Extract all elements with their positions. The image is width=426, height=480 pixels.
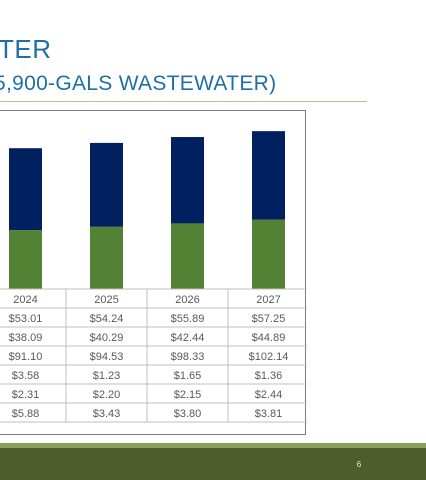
slide-subtitle: 5,900-GALS WASTEWATER) — [0, 72, 277, 95]
table-cell: $3.80 — [174, 408, 202, 420]
table-cell: $102.14 — [249, 351, 289, 363]
table-cell: $1.65 — [174, 370, 202, 382]
table-cell: $53.01 — [9, 313, 43, 325]
table-cell: $5.88 — [12, 408, 40, 420]
page-number: 6 — [356, 460, 362, 469]
bar-segment-2026-top — [171, 137, 204, 224]
table-cell: $2.15 — [174, 389, 202, 401]
table-cell: $57.25 — [252, 313, 286, 325]
title-divider — [0, 101, 367, 102]
category-label-2026: 2026 — [175, 294, 199, 306]
bar-segment-2024-bottom — [9, 230, 42, 289]
category-label-2025: 2025 — [94, 294, 118, 306]
category-label-2027: 2027 — [256, 294, 280, 306]
table-cell: $2.44 — [255, 389, 283, 401]
table-cell: $3.43 — [93, 408, 121, 420]
table-cell: $2.20 — [93, 389, 121, 401]
table-cell: $3.81 — [255, 408, 283, 420]
stacked-bar-chart: 2024 2025 2026 2027 $53.01 $54.24 $55.89 $57.25… — [0, 131, 307, 423]
table-cell: $3.58 — [12, 370, 40, 382]
bar-segment-2024-top — [9, 148, 42, 231]
bar-segment-2025-bottom — [90, 226, 123, 289]
bar-segment-2027-bottom — [252, 219, 285, 289]
footer-accent-line — [0, 443, 426, 448]
table-cell: $1.36 — [255, 370, 283, 382]
table-cell: $1.23 — [93, 370, 121, 382]
table-cell: $42.44 — [171, 332, 205, 344]
table-cell: $38.09 — [9, 332, 43, 344]
bar-segment-2025-top — [90, 142, 123, 227]
chart-frame: 2024 2025 2026 2027 $53.01 $54.24 $55.89 $57.25… — [0, 110, 307, 435]
table-cell: $55.89 — [171, 313, 205, 325]
table-cell: $91.10 — [9, 351, 43, 363]
bar-segment-2027-top — [252, 131, 285, 220]
table-cell: $2.31 — [12, 389, 40, 401]
table-cell: $44.89 — [252, 332, 286, 344]
footer-band — [0, 443, 426, 480]
bar-segment-2026-bottom — [171, 223, 204, 289]
table-cell: $54.24 — [90, 313, 124, 325]
slide-title: TER — [0, 34, 52, 64]
table-cell: $40.29 — [90, 332, 124, 344]
category-label-2024: 2024 — [13, 294, 37, 306]
table-cell: $94.53 — [90, 351, 124, 363]
table-cell: $98.33 — [171, 351, 205, 363]
